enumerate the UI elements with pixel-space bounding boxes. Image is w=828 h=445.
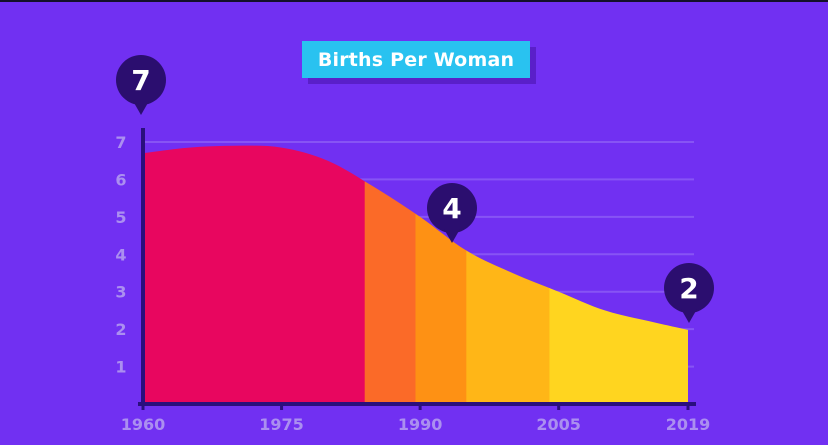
pin-4: 4 (427, 183, 477, 243)
area-band-1 (143, 145, 366, 404)
pin-pointer (681, 309, 697, 323)
x-tick-2019: 2019 (666, 415, 711, 434)
pin-circle (664, 263, 714, 313)
pin-label: 7 (131, 64, 150, 97)
pin-circle (116, 55, 166, 105)
pin-label: 4 (442, 192, 461, 225)
axes (138, 128, 696, 406)
pin-pointer (444, 229, 460, 243)
y-tick-6: 6 (115, 170, 126, 189)
pin-label: 2 (679, 272, 698, 305)
pin-circle (427, 183, 477, 233)
y-tick-labels: 1 2 3 4 5 6 7 (115, 133, 126, 377)
x-tick-1990: 1990 (398, 415, 443, 434)
y-tick-4: 4 (115, 245, 126, 264)
x-tick-2005: 2005 (536, 415, 581, 434)
y-tick-5: 5 (115, 208, 126, 227)
area-band-3 (415, 145, 467, 404)
area-bands (143, 145, 688, 404)
area-band-2 (364, 145, 416, 404)
pin-2: 2 (664, 263, 714, 323)
x-tick-1960: 1960 (121, 415, 166, 434)
y-tick-1: 1 (115, 358, 126, 377)
y-tick-3: 3 (115, 283, 126, 302)
y-tick-2: 2 (115, 320, 126, 339)
area-band-5 (549, 145, 688, 404)
area-band-4 (466, 145, 550, 404)
pin-7: 7 (116, 55, 166, 115)
chart-title-banner: Births Per Woman (302, 41, 536, 84)
annotation-pins: 7 4 2 (116, 55, 714, 323)
chart-title: Births Per Woman (302, 41, 530, 78)
x-tick-labels: 1960 1975 1990 2005 2019 (121, 404, 711, 434)
x-tick-1975: 1975 (259, 415, 304, 434)
top-edge-divider (0, 0, 828, 2)
pin-pointer (133, 101, 149, 115)
y-tick-7: 7 (115, 133, 126, 152)
